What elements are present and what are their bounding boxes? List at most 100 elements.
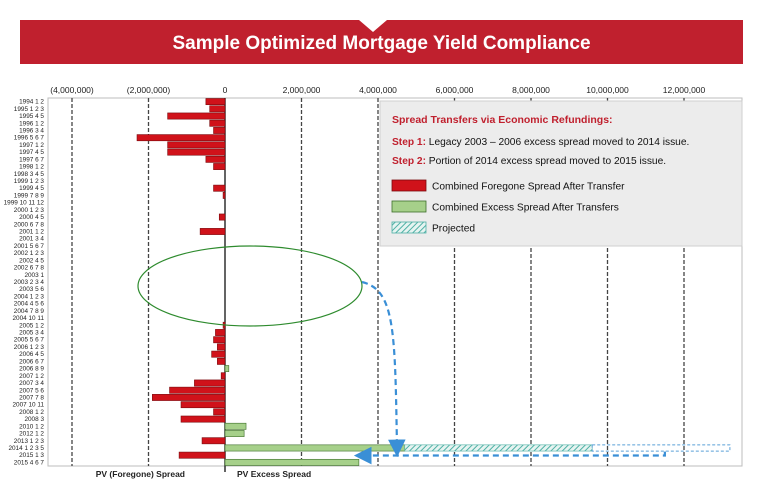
y-tick-label: 2007 7 8 — [19, 394, 44, 401]
y-tick-label: 2007 10 11 — [12, 402, 44, 409]
y-tick-label: 2000 6 7 8 — [14, 221, 45, 228]
annotation-heading: Spread Transfers via Economic Refundings… — [392, 114, 613, 126]
bar — [224, 430, 245, 437]
x-tick-label: 10,000,000 — [586, 85, 629, 95]
y-tick-label: 1997 4 5 — [19, 149, 44, 156]
y-tick-label: 2005 1 2 — [19, 322, 44, 329]
y-tick-label: 2008 3 — [24, 416, 44, 423]
bar — [213, 408, 226, 416]
bar — [213, 184, 226, 192]
bar — [167, 148, 226, 156]
highlight-ellipse — [137, 245, 363, 327]
legend-label: Projected — [432, 224, 475, 235]
y-tick-label: 2003 5 6 — [19, 286, 44, 293]
y-tick-label: 2010 1 2 — [19, 423, 44, 430]
y-tick-label: 2015 4 6 7 — [14, 459, 45, 466]
transfer-arrow-step1 — [361, 280, 406, 458]
transfer-arrow-step2 — [353, 446, 666, 465]
bar — [180, 401, 226, 409]
annotation-box — [379, 100, 743, 247]
bar — [222, 192, 226, 199]
bar — [194, 379, 226, 387]
bar — [152, 394, 226, 401]
y-tick-label: 2004 10 11 — [12, 315, 44, 322]
legend-label: Combined Foregone Spread After Transfer — [432, 182, 625, 193]
bar — [213, 336, 226, 344]
y-tick-label: 1994 1 2 — [19, 99, 44, 106]
legend-swatch — [391, 221, 427, 234]
y-tick-label: 2007 5 6 — [19, 387, 44, 394]
y-tick-label: 2006 6 7 — [19, 358, 44, 365]
y-tick-label: 2004 4 5 6 — [14, 301, 45, 308]
y-tick-label: 2002 6 7 8 — [14, 265, 45, 272]
y-tick-label: 2001 1 2 — [19, 229, 44, 236]
x-tick-label: 2,000,000 — [283, 85, 321, 95]
axis-label-excess: PV Excess Spread — [237, 469, 311, 479]
y-tick-label: 2004 1 2 3 — [14, 293, 45, 300]
x-tick-label: 8,000,000 — [512, 85, 550, 95]
x-tick-label: 0 — [223, 85, 228, 95]
x-tick-label: 12,000,000 — [663, 85, 706, 95]
y-tick-label: 2008 1 2 — [19, 409, 44, 416]
axis-label-foregone: PV (Foregone) Spread — [96, 469, 185, 479]
y-tick-label: 1995 4 5 — [19, 113, 44, 120]
bar — [217, 357, 226, 365]
bar — [224, 444, 406, 452]
bar — [205, 98, 226, 106]
bar — [217, 343, 226, 351]
y-tick-label: 2001 5 6 7 — [14, 243, 45, 250]
bar — [220, 372, 226, 380]
y-tick-label: 2007 1 2 — [19, 373, 44, 380]
bar — [213, 127, 226, 134]
y-tick-label: 2000 1 2 3 — [14, 207, 45, 214]
bar — [215, 329, 226, 336]
y-tick-label: 2015 1 3 — [19, 452, 44, 459]
y-tick-label: 1996 3 4 — [19, 127, 44, 134]
y-tick-label: 2005 3 4 — [19, 330, 44, 337]
y-tick-label: 1995 1 2 3 — [14, 106, 45, 113]
y-tick-label: 2001 3 4 — [19, 236, 44, 243]
legend-swatch — [391, 200, 427, 213]
y-tick-label: 1999 7 8 9 — [14, 192, 45, 199]
legend-label: Combined Excess Spread After Transfers — [432, 203, 619, 214]
y-tick-label: 2000 4 5 — [19, 214, 44, 221]
bar — [224, 458, 360, 466]
bar — [404, 444, 593, 452]
y-tick-label: 2007 3 4 — [19, 380, 44, 387]
bar — [199, 228, 226, 235]
y-tick-label: 2003 1 — [24, 272, 44, 279]
x-tick-label: (2,000,000) — [127, 85, 171, 95]
bar — [218, 213, 226, 221]
x-tick-label: 4,000,000 — [359, 85, 397, 95]
bar — [167, 112, 226, 120]
y-tick-label: 2004 7 8 9 — [14, 308, 45, 315]
bar — [224, 422, 247, 430]
bar — [209, 119, 226, 127]
chart-title: Sample Optimized Mortgage Yield Complian… — [172, 33, 591, 54]
y-tick-label: 1996 5 6 7 — [14, 135, 45, 142]
bar — [136, 134, 226, 142]
y-tick-label: 1997 1 2 — [19, 142, 44, 149]
y-tick-label: 2003 2 3 4 — [14, 279, 45, 286]
legend-swatch — [391, 179, 427, 192]
bar — [209, 105, 226, 113]
y-tick-label: 2005 5 6 7 — [14, 337, 45, 344]
y-tick-label: 2002 1 2 3 — [14, 250, 45, 257]
bar — [224, 365, 230, 372]
y-tick-label: 1999 4 5 — [19, 185, 44, 192]
y-tick-label: 2006 1 2 3 — [14, 344, 45, 351]
y-tick-label: 1998 3 4 5 — [14, 171, 45, 178]
y-tick-label: 2002 4 5 — [19, 257, 44, 264]
y-tick-label: 1998 1 2 — [19, 164, 44, 171]
y-tick-label: 1997 6 7 — [19, 156, 44, 163]
banner-notch — [359, 20, 387, 32]
y-tick-label: 2006 8 9 — [19, 366, 44, 373]
bar — [213, 163, 226, 170]
y-tick-label: 1996 1 2 — [19, 120, 44, 127]
y-tick-label: 2012 1 2 — [19, 431, 44, 438]
bar — [169, 386, 226, 394]
shifted-projected-outline — [591, 444, 731, 452]
y-tick-label: 2014 1 2 3 5 — [8, 445, 44, 452]
y-tick-label: 2006 4 5 — [19, 351, 44, 358]
